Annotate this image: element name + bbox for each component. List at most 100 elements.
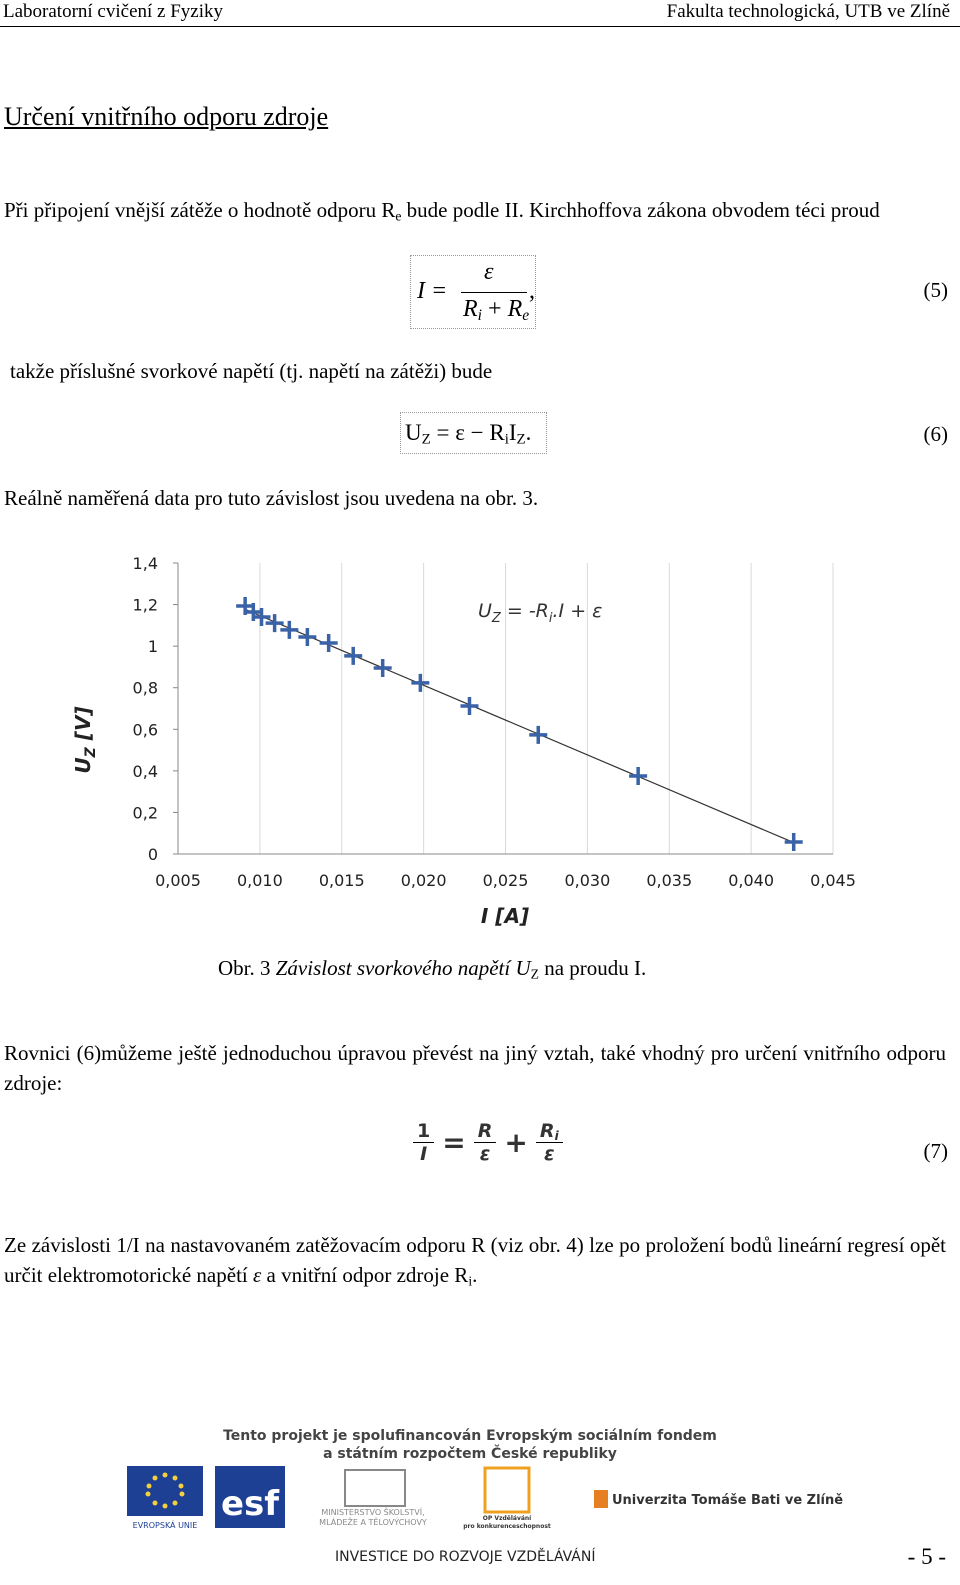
x-axis-label: I [A]	[481, 904, 529, 928]
text: a vnitřní odpor zdroje R	[261, 1263, 469, 1287]
paragraph: takže příslušné svorkové napětí (tj. nap…	[10, 359, 493, 383]
eu-stars	[145, 1472, 185, 1509]
y-tick-label: 0,6	[133, 720, 158, 739]
text: I =	[417, 278, 448, 304]
text: e	[395, 208, 402, 224]
text: Závislost svorkového napětí U	[275, 956, 531, 980]
text: Z	[530, 966, 539, 982]
text: =	[442, 1126, 466, 1159]
x-tick-label: 0,010	[237, 871, 283, 890]
op-label: pro konkurenceschopnost	[463, 1523, 551, 1530]
data-point	[784, 832, 803, 851]
paragraph: Ze závislosti 1/I na nastavovaném zatěžo…	[4, 1230, 946, 1290]
text: e	[522, 306, 530, 324]
paragraph: Při připojení vnější zátěže o hodnotě od…	[4, 195, 944, 225]
x-tick-label: 0,005	[155, 871, 201, 890]
text: ε	[543, 1143, 555, 1165]
text: .	[472, 1263, 478, 1287]
text: = -R	[501, 600, 549, 622]
text: ε	[479, 1143, 491, 1165]
footer-slogan: INVESTICE DO ROZVOJE VZDĚLÁVÁNÍ	[335, 1549, 596, 1565]
data-point	[298, 627, 317, 646]
y-tick-label: 0,2	[133, 803, 158, 822]
data-point	[280, 620, 299, 639]
y-tick-label: 1,4	[133, 554, 158, 573]
figure-caption: Obr. 3 Závislost svorkového napětí UZ na…	[218, 953, 646, 983]
text: Tento projekt je spolufinancován Evropsk…	[223, 1428, 717, 1444]
text: Ri	[535, 1120, 563, 1144]
text: ,	[529, 278, 535, 304]
y-axis-label: UZ [V]	[71, 706, 99, 773]
op-label: OP Vzdělávání	[483, 1515, 532, 1522]
heading: Určení vnitřního odporu zdroje	[4, 102, 329, 131]
equation-number: (6)	[923, 422, 949, 446]
page-header: Laboratorní cvičení z Fyziky Fakulta tec…	[0, 0, 960, 27]
logos: EVROPSKÁ UNIE esf MINISTERSTVO ŠKOLSTVÍ,…	[127, 1466, 843, 1530]
text: Z	[421, 431, 431, 448]
text: a státním rozpočtem České republiky	[323, 1446, 617, 1462]
text: Při připojení vnější zátěže o hodnotě od…	[4, 198, 396, 222]
x-tick-label: 0,025	[483, 871, 529, 890]
data-point	[411, 673, 430, 692]
text: I	[420, 1143, 428, 1165]
header-right: Fakulta technologická, UTB ve Zlíně	[666, 1, 950, 22]
text: i	[504, 431, 509, 448]
text: [V]	[71, 706, 95, 747]
x-tick-label: 0,020	[401, 871, 447, 890]
data-point	[265, 614, 284, 633]
footer-note: Tento projekt je spolufinancován Evropsk…	[0, 1427, 940, 1463]
equation-number: (7)	[923, 1139, 949, 1163]
text: ε	[253, 1263, 262, 1287]
annotation: UZ = -Ri.I + ε	[478, 600, 602, 626]
text: R	[473, 1120, 497, 1143]
x-tick-label: 0,015	[319, 871, 365, 890]
y-tick-label: 0,8	[133, 679, 158, 698]
y-tick-label: 1	[148, 637, 158, 656]
text: bude podle II. Kirchhoffova zákona obvod…	[401, 198, 880, 222]
text: R	[539, 1120, 555, 1142]
x-tick-label: 0,030	[564, 871, 610, 890]
equation-6: UZ = ε − RiIZ.	[400, 412, 547, 454]
op-logo	[483, 1466, 531, 1514]
text: U	[405, 420, 422, 445]
esf-logo	[215, 1466, 285, 1528]
text: U	[478, 600, 492, 622]
data-point	[373, 658, 392, 677]
y-tick-label: 1,2	[133, 596, 158, 615]
data-point	[319, 634, 338, 653]
utb-logo	[594, 1490, 608, 1508]
x-tick-label: 0,045	[810, 871, 856, 890]
text: I	[508, 420, 517, 445]
text: Z	[83, 746, 99, 758]
paragraph: Reálně naměřená data pro tuto závislost …	[4, 486, 539, 510]
text: Z	[491, 611, 502, 626]
msmt-label: MINISTERSTVO ŠKOLSTVÍ,	[321, 1506, 424, 1517]
msmt-label: MLÁDEŽE A TĚLOVÝCHOVY	[319, 1516, 427, 1527]
text: R	[463, 296, 478, 322]
text: i	[549, 611, 553, 626]
data-point	[629, 767, 648, 786]
y-tick-label: 0,4	[133, 762, 158, 781]
text: Obr. 3	[218, 956, 276, 980]
text: +	[504, 1126, 528, 1159]
paragraph: Rovnici (6)můžeme ještě jednoduchou úpra…	[4, 1041, 946, 1095]
text: U	[71, 757, 95, 773]
text: R	[507, 296, 523, 322]
eu-label: EVROPSKÁ UNIE	[133, 1519, 198, 1530]
text: Ri + Re	[463, 296, 529, 323]
text: na proudu I.	[538, 956, 647, 980]
equation-5: I = ε Ri + Re ,	[410, 255, 536, 329]
text: .	[525, 420, 532, 445]
fraction-bar	[461, 292, 527, 293]
text: i	[554, 1129, 559, 1144]
equation-number: (5)	[923, 278, 949, 302]
data-point	[529, 725, 548, 744]
text: = ε − R	[436, 420, 505, 445]
data-point	[344, 646, 363, 665]
x-tick-label: 0,035	[646, 871, 692, 890]
utb-label: Univerzita Tomáše Bati ve Zlíně	[612, 1493, 843, 1508]
text: i	[468, 1273, 473, 1289]
